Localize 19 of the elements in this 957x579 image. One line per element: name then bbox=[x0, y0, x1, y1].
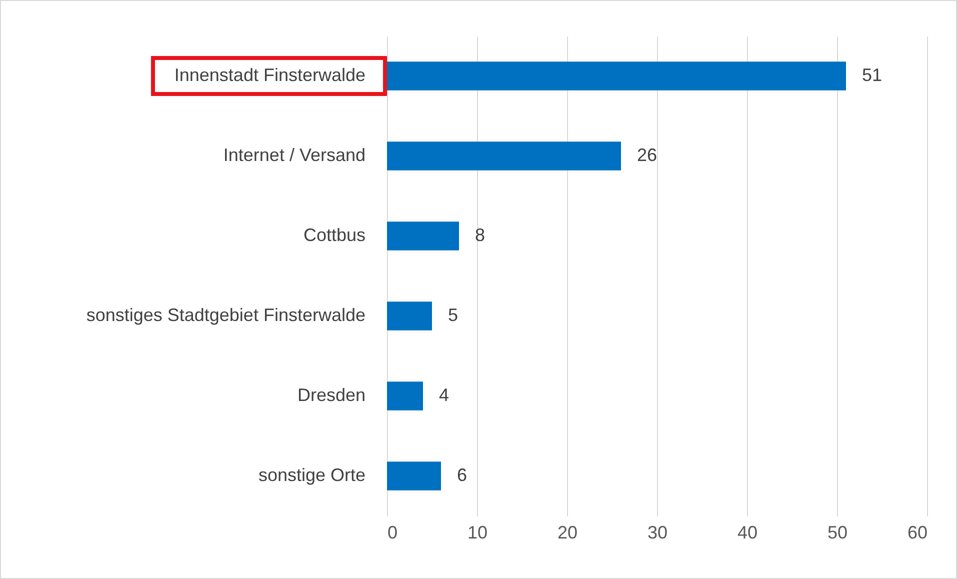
y-tick-label: sonstige Orte bbox=[258, 465, 366, 485]
y-tick-label: Innenstadt Finsterwalde bbox=[174, 65, 366, 85]
data-label: 8 bbox=[475, 225, 486, 245]
x-tick-label: 0 bbox=[388, 522, 398, 542]
x-tick-label: 60 bbox=[907, 522, 928, 542]
data-label: 5 bbox=[448, 305, 458, 325]
y-tick-label: Internet / Versand bbox=[223, 145, 366, 165]
x-tick-label: 20 bbox=[557, 522, 578, 542]
y-tick-label: Cottbus bbox=[303, 225, 366, 245]
data-label: 4 bbox=[439, 385, 450, 405]
x-tick-label: 10 bbox=[467, 522, 488, 542]
data-label: 6 bbox=[457, 465, 468, 485]
x-tick-label: 50 bbox=[827, 522, 848, 542]
data-label: 26 bbox=[637, 145, 658, 165]
data-label: 51 bbox=[862, 65, 882, 85]
y-tick-label: sonstiges Stadtgebiet Finsterwalde bbox=[86, 305, 366, 325]
x-tick-label: 40 bbox=[737, 522, 758, 542]
x-tick-label: 30 bbox=[647, 522, 668, 542]
y-tick-label: Dresden bbox=[297, 385, 366, 405]
